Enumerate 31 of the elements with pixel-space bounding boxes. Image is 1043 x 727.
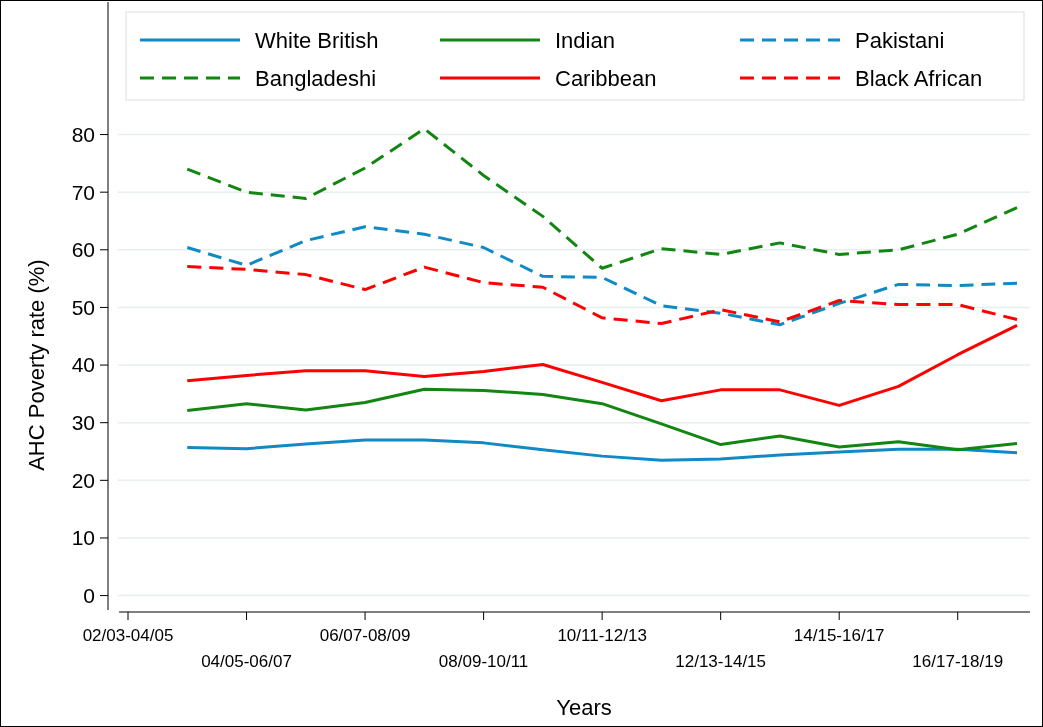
y-tick-label: 30 (71, 411, 95, 435)
y-tick-label: 40 (71, 353, 95, 377)
x-axis-title: Years (556, 695, 612, 720)
legend-label: Bangladeshi (255, 65, 377, 91)
y-tick-label: 60 (71, 238, 95, 262)
legend-label: White British (255, 27, 379, 53)
x-tick-label: 04/05-06/07 (201, 652, 292, 671)
line-series (185, 438, 1019, 462)
line-series (185, 225, 1019, 327)
line-series (185, 265, 1019, 326)
x-tick-label: 10/11-12/13 (557, 626, 647, 645)
y-tick-label: 20 (71, 468, 95, 492)
y-tick-label: 0 (83, 583, 95, 607)
line-series (185, 323, 1019, 407)
y-axis-title: AHC Poverty rate (%) (24, 259, 49, 471)
legend-label: Caribbean (555, 65, 657, 91)
y-tick-label: 50 (71, 295, 95, 319)
legend-label: Indian (555, 27, 615, 53)
x-tick-label: 06/07-08/09 (319, 626, 411, 645)
y-tick-label: 70 (71, 180, 95, 204)
x-tick-label: 02/03-04/05 (82, 626, 174, 645)
y-tick-label: 10 (71, 526, 95, 550)
x-tick-label: 08/09-10/11 (438, 652, 529, 671)
y-tick-label: 80 (71, 122, 95, 146)
x-tick-label: 12/13-14/15 (675, 652, 767, 671)
legend-label: Pakistani (855, 27, 945, 53)
line-series (185, 127, 1019, 270)
line-series (185, 387, 1019, 452)
x-tick-label: 14/15-16/17 (793, 626, 885, 645)
legend-label: Black African (855, 65, 983, 91)
x-tick-label: 16/17-18/19 (912, 652, 1004, 671)
